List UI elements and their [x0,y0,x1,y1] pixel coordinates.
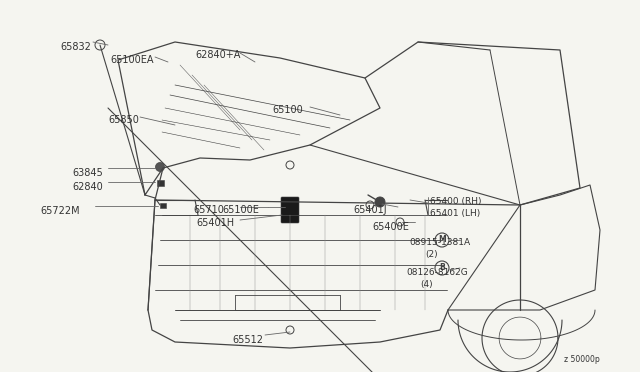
Text: 65100E: 65100E [222,205,259,215]
Text: (2): (2) [425,250,438,259]
Text: 65850: 65850 [108,115,139,125]
Text: 65401H: 65401H [196,218,234,228]
Circle shape [156,163,164,171]
Text: 65512: 65512 [232,335,263,345]
Text: 08126-8162G: 08126-8162G [406,268,468,277]
Text: 62840: 62840 [72,182,103,192]
Text: 08915-1381A: 08915-1381A [409,238,470,247]
Text: B: B [439,263,445,273]
Text: 65400E: 65400E [372,222,409,232]
Text: 65400 (RH): 65400 (RH) [430,197,481,206]
Text: 65100EA: 65100EA [110,55,154,65]
Text: 63845: 63845 [72,168,103,178]
Text: 65832: 65832 [60,42,91,52]
Text: M: M [438,235,446,244]
Text: z 50000p: z 50000p [564,355,600,364]
Text: 65710: 65710 [193,205,224,215]
Text: 65401J: 65401J [353,205,387,215]
Text: 65401 (LH): 65401 (LH) [430,209,480,218]
Circle shape [375,197,385,207]
Bar [157,180,164,186]
Bar [160,203,166,208]
Text: 65100: 65100 [272,105,303,115]
Text: 65722M: 65722M [40,206,79,216]
Text: (4): (4) [420,280,433,289]
Text: 62840+A: 62840+A [195,50,241,60]
FancyBboxPatch shape [281,197,299,223]
